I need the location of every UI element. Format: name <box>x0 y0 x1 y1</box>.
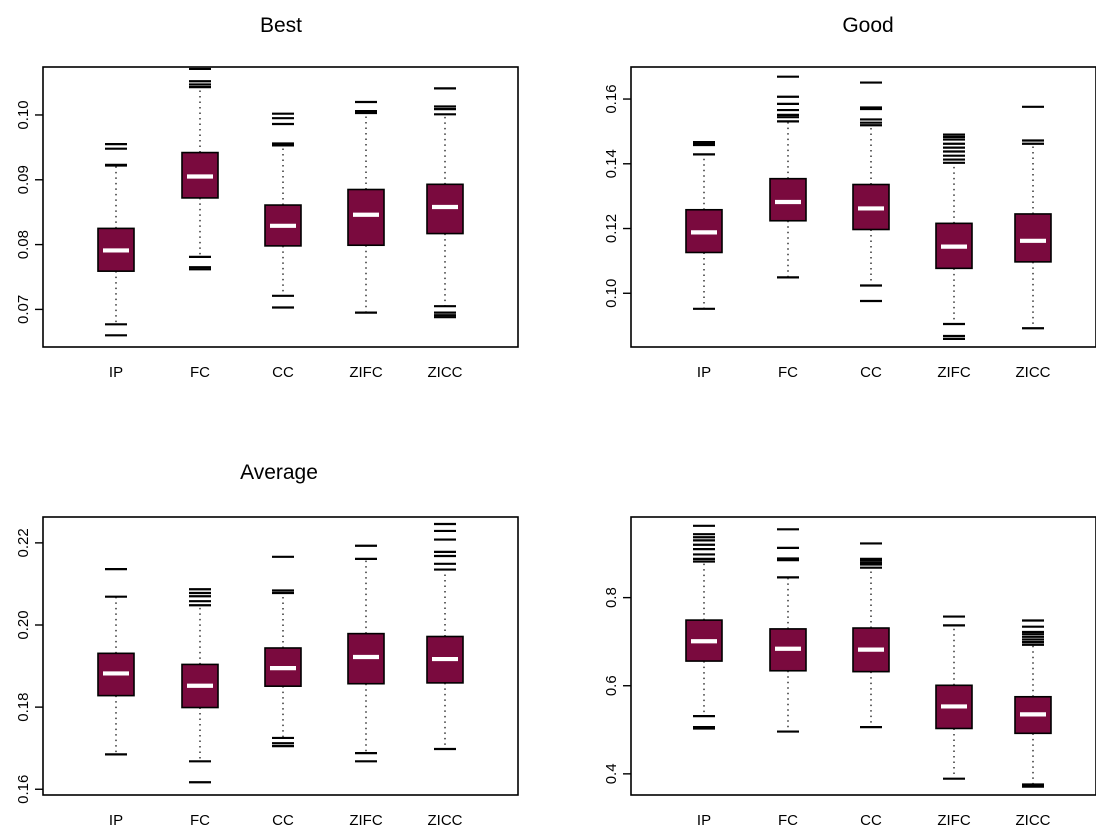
plot-frame <box>42 516 519 796</box>
x-tick-label: ZICC <box>428 812 463 827</box>
y-tick-label: 0.10 <box>15 100 32 129</box>
panel-good: Good 0.10 0.12 0.14 0.16 IP FC CC ZIFC ZICC <box>603 14 1096 381</box>
box-cc <box>264 555 302 748</box>
box-fc <box>769 75 807 279</box>
x-tick-label: IP <box>109 364 123 381</box>
x-tick-label: ZIFC <box>937 812 970 827</box>
iqr-box <box>769 177 807 222</box>
panel-title: Best <box>260 14 302 37</box>
x-tick-label: ZIFC <box>937 364 970 381</box>
box-fc <box>181 67 219 271</box>
x-tick-label: CC <box>272 364 294 381</box>
y-tick-label: 0.18 <box>15 693 32 722</box>
box-zicc <box>426 522 464 751</box>
iqr-box <box>347 188 385 247</box>
x-tick-label: ZICC <box>1016 364 1051 381</box>
plot-area: 0.07 0.08 0.09 0.10 IP FC CC ZIFC ZICC <box>15 66 519 381</box>
x-tick-label: FC <box>190 364 210 381</box>
x-tick-label: ZICC <box>1016 812 1051 827</box>
plot-area: 0.10 0.12 0.14 0.16 IP FC CC ZIFC ZICC <box>603 66 1096 381</box>
plot-area: 0.16 0.18 0.20 0.22 IP FC CC ZIFC ZICC <box>15 516 519 827</box>
y-tick-label: 0.14 <box>603 149 620 178</box>
y-tick-label: 0.08 <box>15 230 32 259</box>
y-tick-label: 0.10 <box>603 279 620 308</box>
panel-average: Average 0.16 0.18 0.20 0.22 IP FC CC ZIFC ZICC <box>15 461 519 827</box>
panel-best: Best 0.07 0.08 0.09 0.10 IP FC CC ZIFC ZICC <box>15 14 519 381</box>
plot-frame <box>630 66 1096 348</box>
x-tick-label: IP <box>697 812 711 827</box>
y-tick-label: 0.16 <box>15 775 32 804</box>
x-tick-label: FC <box>778 812 798 827</box>
y-tick-label: 0.22 <box>15 528 32 557</box>
x-tick-label: CC <box>860 364 882 381</box>
box-ip <box>97 568 135 756</box>
box-zifc <box>935 133 973 341</box>
box-zicc <box>426 87 464 319</box>
y-tick-label: 0.4 <box>603 763 620 784</box>
box-fc <box>181 588 219 784</box>
box-ip <box>685 140 723 310</box>
plot-frame <box>42 66 519 348</box>
box-cc <box>852 542 890 729</box>
iqr-box <box>1014 213 1052 263</box>
x-tick-label: FC <box>190 812 210 827</box>
y-tick-label: 0.12 <box>603 214 620 243</box>
panel-title: Average <box>240 461 318 484</box>
y-tick-label: 0.8 <box>603 587 620 608</box>
x-tick-label: IP <box>109 812 123 827</box>
y-tick-label: 0.09 <box>15 165 32 194</box>
x-tick-label: IP <box>697 364 711 381</box>
box-cc <box>852 81 890 303</box>
box-zicc <box>1014 619 1052 788</box>
plot-area: 0.4 0.6 0.8 IP FC CC ZIFC ZICC <box>603 516 1096 827</box>
box-cc <box>264 112 302 309</box>
y-tick-label: 0.20 <box>15 610 32 639</box>
x-tick-label: CC <box>860 812 882 827</box>
panel-title: Good <box>842 14 893 37</box>
box-zicc <box>1014 105 1052 330</box>
y-tick-label: 0.07 <box>15 295 32 324</box>
x-tick-label: ZIFC <box>349 812 382 827</box>
box-zifc <box>347 544 385 763</box>
panel-untitled: 0.4 0.6 0.8 IP FC CC ZIFC ZICC <box>603 516 1096 827</box>
box-zifc <box>347 100 385 314</box>
plot-frame <box>630 516 1096 796</box>
x-tick-label: ZICC <box>428 364 463 381</box>
x-tick-label: FC <box>778 364 798 381</box>
x-tick-label: CC <box>272 812 294 827</box>
box-zifc <box>935 615 973 780</box>
box-fc <box>769 528 807 733</box>
y-tick-label: 0.16 <box>603 84 620 113</box>
box-ip <box>685 524 723 730</box>
x-tick-label: ZIFC <box>349 364 382 381</box>
y-tick-label: 0.6 <box>603 675 620 696</box>
box-ip <box>97 143 135 337</box>
